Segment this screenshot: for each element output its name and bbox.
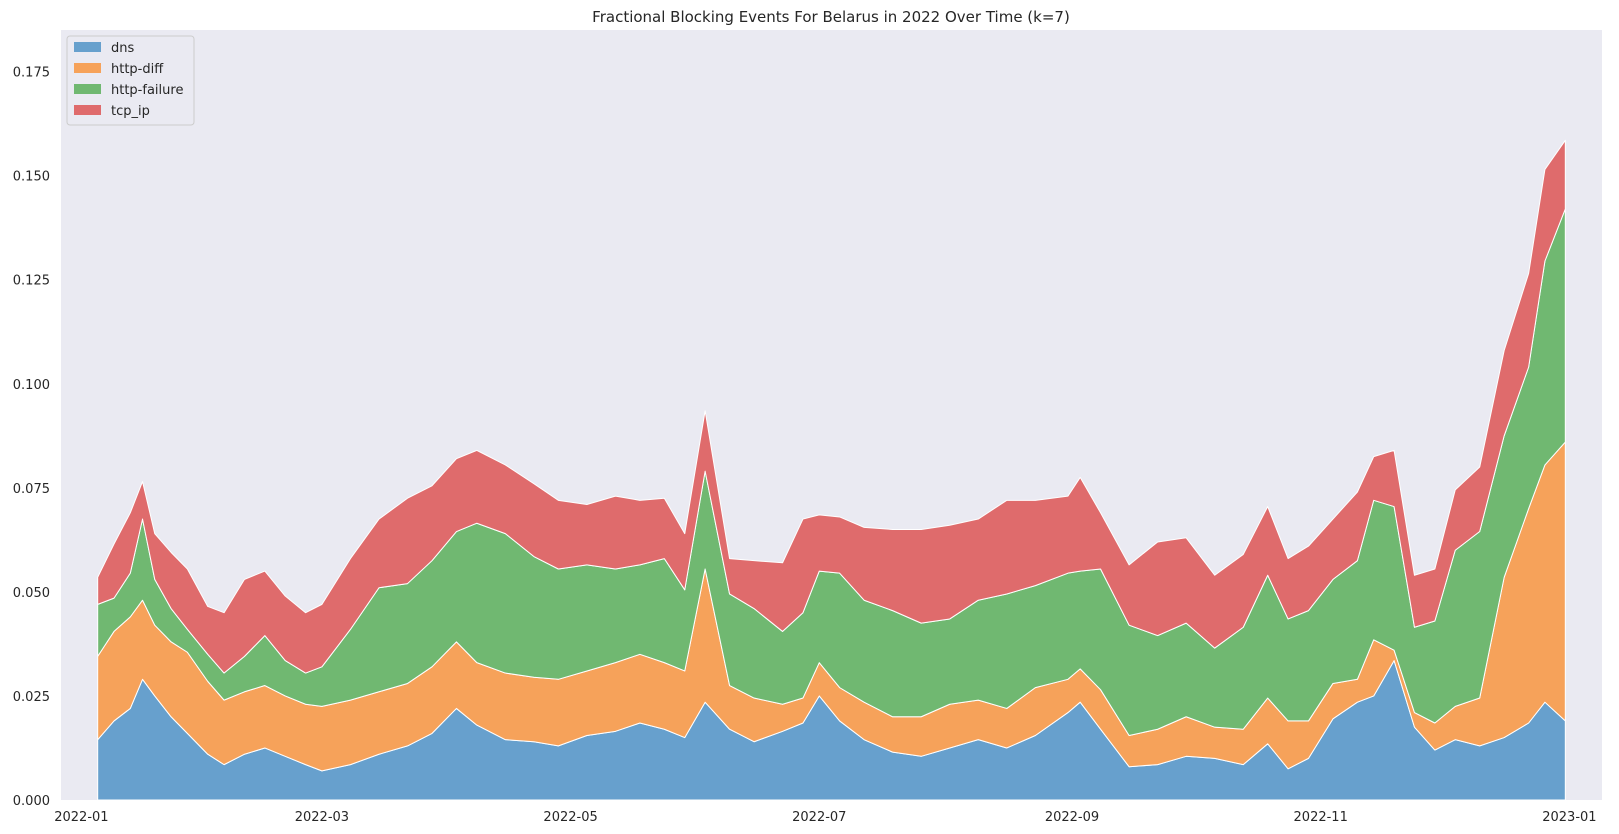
- x-axis-ticks: 2022-01 2022-03 2022-05 2022-07 2022-09 2022-…: [54, 810, 1596, 825]
- legend: dns http-diff http-failure tcp_ip: [66, 35, 195, 126]
- y-tick-label: 0.075: [13, 482, 50, 497]
- legend-box: [66, 35, 195, 126]
- x-tick-label: 2022-07: [792, 810, 846, 825]
- x-tick-label: 2022-05: [543, 810, 597, 825]
- legend-label-tcp_ip: tcp_ip: [111, 104, 150, 119]
- x-tick-label: 2023-01: [1542, 810, 1596, 825]
- y-tick-label: 0.000: [13, 794, 50, 809]
- x-tick-label: 2022-09: [1045, 810, 1099, 825]
- x-tick-label: 2022-01: [54, 810, 108, 825]
- y-tick-label: 0.175: [13, 66, 50, 81]
- y-tick-label: 0.125: [13, 274, 50, 289]
- legend-label-http-failure: http-failure: [111, 83, 183, 98]
- area-series-group: [97, 139, 1566, 801]
- y-tick-label: 0.100: [13, 378, 50, 393]
- legend-swatch-http-failure: [74, 84, 101, 94]
- y-axis-ticks: 0.000 0.025 0.050 0.075 0.100 0.125 0.150 0.175: [13, 66, 50, 809]
- legend-label-http-diff: http-diff: [111, 62, 164, 77]
- y-tick-label: 0.025: [13, 690, 50, 705]
- legend-label-dns: dns: [111, 41, 134, 56]
- legend-swatch-dns: [74, 42, 101, 52]
- chart-title: Fractional Blocking Events For Belarus i…: [592, 8, 1070, 26]
- y-tick-label: 0.150: [13, 170, 50, 185]
- y-tick-label: 0.050: [13, 586, 50, 601]
- legend-swatch-http-diff: [74, 63, 101, 73]
- legend-swatch-tcp_ip: [74, 105, 101, 115]
- x-tick-label: 2022-11: [1294, 810, 1348, 825]
- x-tick-label: 2022-03: [295, 810, 349, 825]
- area-tcp_ip: [97, 139, 1566, 674]
